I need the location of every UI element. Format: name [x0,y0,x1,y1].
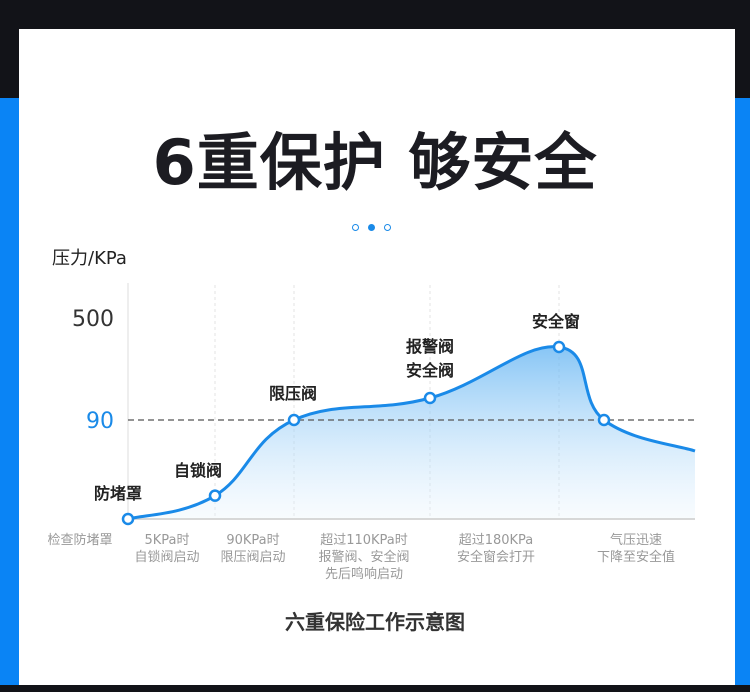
page-title: 6重保护 够安全 [152,126,598,199]
content-card [19,29,735,685]
x-category-label: 下降至安全值 [597,549,675,565]
point-label: 报警阀 [406,337,454,356]
x-category-label: 限压阀启动 [220,550,285,565]
data-point [287,413,301,427]
chart-caption: 六重保险工作示意图 [285,610,465,634]
y-axis-label: 压力/KPa [52,248,127,269]
x-category-label: 超过180KPa [459,533,534,548]
data-point [552,340,566,354]
pager-dot[interactable] [352,224,359,231]
y-tick-label-highlight: 90 [86,409,114,434]
area-fill [128,346,695,519]
x-category-label: 5KPa时 [144,533,189,548]
carousel-pager[interactable] [352,224,391,231]
x-category-label: 自锁阀启动 [134,549,199,565]
pager-dot[interactable] [384,224,391,231]
point-label: 防堵罩 [94,484,142,503]
x-category-label: 先后鸣响启动 [325,566,403,582]
data-point [423,391,437,405]
y-tick-label: 500 [72,307,114,332]
x-category-label: 报警阀、安全阀 [318,549,409,565]
x-category-label: 超过110KPa时 [320,533,408,548]
point-label: 安全窗 [532,312,580,331]
point-label: 安全阀 [406,361,454,380]
side-band-left [0,98,19,685]
x-category-label: 气压迅速 [610,532,662,548]
side-band-right [735,98,750,685]
data-point [597,413,611,427]
x-category-label: 检查防堵罩 [47,532,112,548]
data-point [208,489,222,502]
pager-dot-active[interactable] [368,224,375,231]
x-category-label: 90KPa时 [226,533,279,548]
point-label: 自锁阀 [174,461,222,480]
data-point [121,512,135,526]
x-category-label: 安全窗会打开 [457,549,535,565]
point-label: 限压阀 [269,384,317,403]
